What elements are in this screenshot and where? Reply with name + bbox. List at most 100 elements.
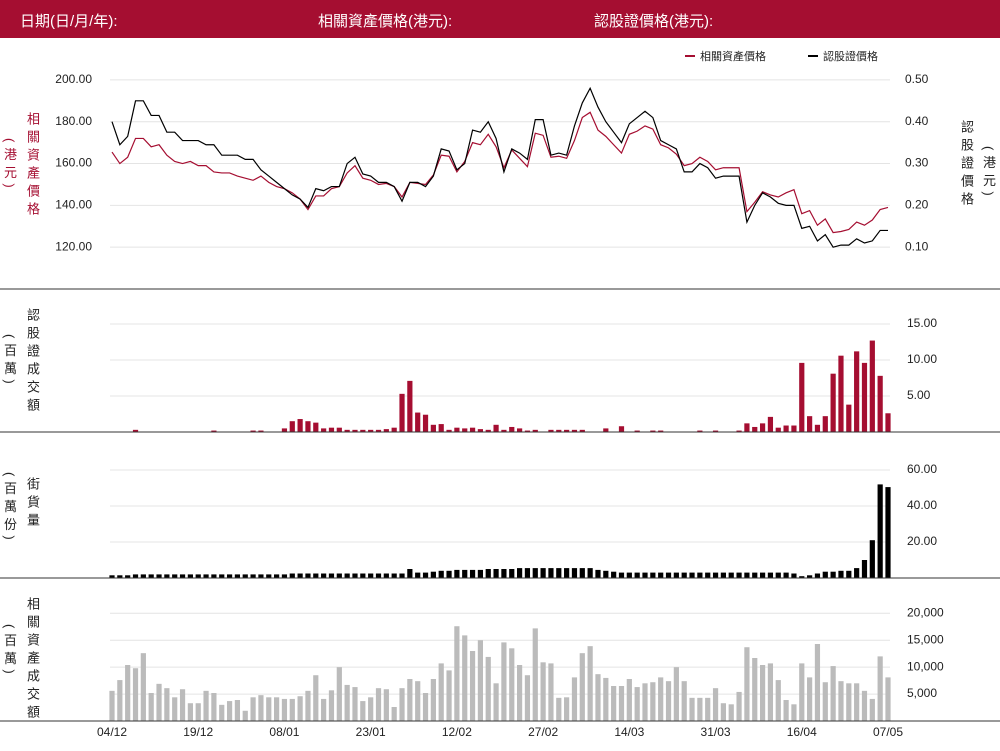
bar: [313, 573, 319, 578]
x-tick-label: 16/04: [787, 725, 817, 739]
bar: [705, 572, 711, 578]
y-tick-label: 160.00: [55, 156, 92, 170]
bar: [509, 426, 515, 432]
y-tick-label: 15,000: [907, 632, 944, 646]
bar: [179, 689, 186, 721]
legend-label: 認股證價格: [823, 49, 878, 63]
bar: [634, 430, 640, 432]
bar: [203, 690, 209, 721]
bar: [462, 635, 468, 721]
bar: [524, 430, 531, 432]
bar: [571, 677, 578, 721]
y-axis-unit: (港元): [2, 138, 17, 193]
bar: [446, 670, 452, 721]
bar: [164, 574, 170, 578]
y2-tick-label: 0.10: [905, 239, 929, 253]
bar: [305, 690, 311, 721]
bar: [579, 568, 585, 578]
bar: [383, 573, 389, 578]
bar: [446, 570, 452, 578]
bar: [603, 428, 609, 432]
bar: [313, 422, 319, 432]
y-tick-label: 5.00: [907, 388, 931, 402]
bar: [728, 704, 734, 721]
bar: [148, 693, 154, 721]
bar: [658, 572, 664, 578]
bar: [125, 575, 131, 578]
bar: [814, 644, 821, 721]
bar: [752, 572, 758, 578]
bar: [650, 682, 656, 721]
bar: [297, 573, 303, 578]
bar: [509, 569, 515, 578]
bar: [532, 628, 538, 721]
bar: [179, 574, 186, 578]
bar: [258, 430, 264, 432]
y-axis-label: 相關資產價格: [25, 112, 40, 220]
bar: [203, 574, 209, 578]
bar: [509, 648, 515, 721]
bar: [626, 572, 632, 578]
bar: [861, 362, 868, 432]
bar: [187, 574, 193, 578]
y2-axis-unit: (港元): [981, 146, 996, 201]
bar: [532, 568, 538, 578]
bar: [430, 424, 436, 432]
bar: [799, 663, 805, 721]
bar: [775, 680, 781, 721]
y-tick-label: 40.00: [907, 498, 937, 512]
bar: [289, 698, 295, 721]
bar: [869, 340, 875, 432]
bar: [477, 429, 484, 432]
bar: [352, 687, 358, 721]
bar: [383, 429, 389, 432]
bar: [234, 700, 241, 721]
bar: [360, 573, 366, 578]
underlying-label: 相關資產價格(港元):: [318, 13, 453, 30]
x-tick-label: 08/01: [269, 725, 299, 739]
bar: [642, 683, 648, 721]
bar: [720, 703, 726, 721]
bar: [493, 683, 499, 721]
bar: [368, 697, 374, 721]
bar: [454, 626, 460, 721]
bar: [532, 429, 538, 432]
bar: [556, 697, 562, 721]
bar: [564, 429, 570, 432]
bar: [281, 698, 288, 721]
bar: [462, 569, 468, 578]
bar: [477, 640, 484, 721]
y-tick-label: 120.00: [55, 239, 92, 253]
bar: [117, 575, 123, 578]
bar: [383, 689, 389, 721]
x-tick-label: 07/05: [873, 725, 903, 739]
bar: [328, 573, 335, 578]
bar: [759, 665, 766, 721]
bar: [603, 677, 609, 721]
y-tick-label: 10.00: [907, 352, 937, 366]
bar: [846, 404, 852, 432]
bar: [564, 697, 570, 721]
bar: [469, 569, 476, 578]
y-axis-unit: (百萬): [2, 334, 17, 389]
bar: [297, 419, 303, 432]
x-tick-label: 27/02: [528, 725, 558, 739]
y2-tick-label: 0.30: [905, 156, 929, 170]
bar: [720, 572, 726, 578]
bar: [258, 574, 264, 578]
bar: [399, 573, 405, 578]
x-tick-label: 04/12: [97, 725, 127, 739]
bar: [846, 683, 852, 721]
bar: [391, 427, 397, 432]
bar: [548, 663, 554, 721]
bar: [501, 429, 507, 432]
bar: [266, 574, 272, 578]
bar: [822, 571, 828, 578]
bar: [266, 697, 272, 721]
bar: [289, 421, 295, 432]
bar: [242, 574, 248, 578]
bar: [540, 662, 546, 721]
bar: [783, 700, 789, 721]
bar: [634, 687, 640, 721]
y-tick-label: 20.00: [907, 534, 937, 548]
